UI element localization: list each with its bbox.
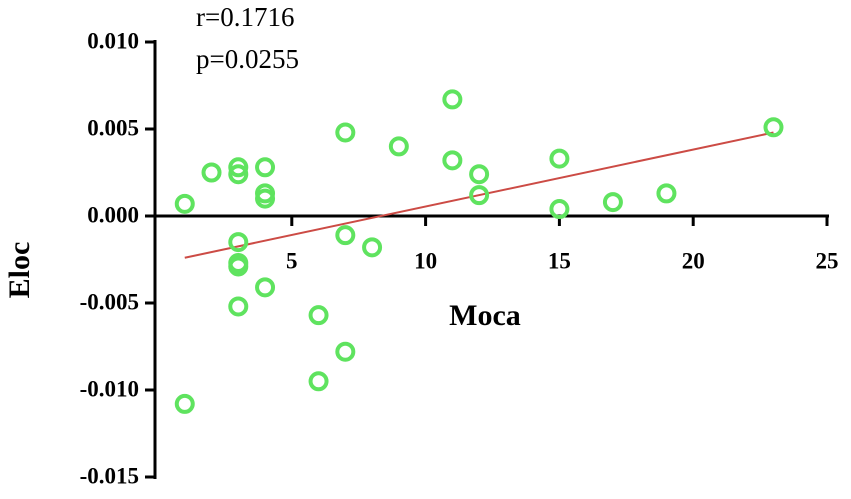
point: [549, 199, 570, 220]
point: [335, 341, 356, 362]
point: [174, 393, 195, 414]
point: [255, 277, 276, 298]
point: [602, 192, 623, 213]
point: [228, 296, 249, 317]
x-tick-label: 15: [548, 248, 571, 273]
point: [388, 136, 409, 157]
point: [228, 256, 249, 277]
annotation: r=0.1716: [196, 2, 294, 32]
point: [362, 237, 383, 258]
point: [228, 157, 249, 178]
point: [308, 305, 329, 326]
point: [228, 164, 249, 185]
point: [763, 117, 784, 138]
point: [335, 225, 356, 246]
point: [255, 157, 276, 178]
x-tick-label: 20: [682, 248, 705, 273]
point: [469, 164, 490, 185]
y-tick-label: -0.010: [80, 376, 139, 401]
y-tick-label: -0.015: [80, 463, 139, 488]
x-tick-label: 25: [816, 248, 839, 273]
y-axis-label: Eloc: [3, 242, 36, 299]
y-tick-label: 0.005: [87, 115, 139, 140]
point: [469, 185, 490, 206]
point: [549, 148, 570, 169]
point: [442, 150, 463, 171]
x-tick-label: 10: [414, 248, 437, 273]
point: [255, 188, 276, 209]
point: [308, 371, 329, 392]
annotation: p=0.0255: [196, 44, 299, 74]
x-tick-label: 5: [286, 248, 298, 273]
y-tick-label: 0.000: [87, 202, 139, 227]
point: [335, 122, 356, 143]
point: [442, 89, 463, 110]
trendline: [184, 131, 774, 259]
x-axis-label: Moca: [449, 299, 521, 332]
point: [174, 193, 195, 214]
point: [228, 232, 249, 253]
point: [201, 162, 222, 183]
y-tick-label: 0.010: [87, 28, 139, 53]
point: [656, 183, 677, 204]
y-tick-label: -0.005: [80, 289, 139, 314]
